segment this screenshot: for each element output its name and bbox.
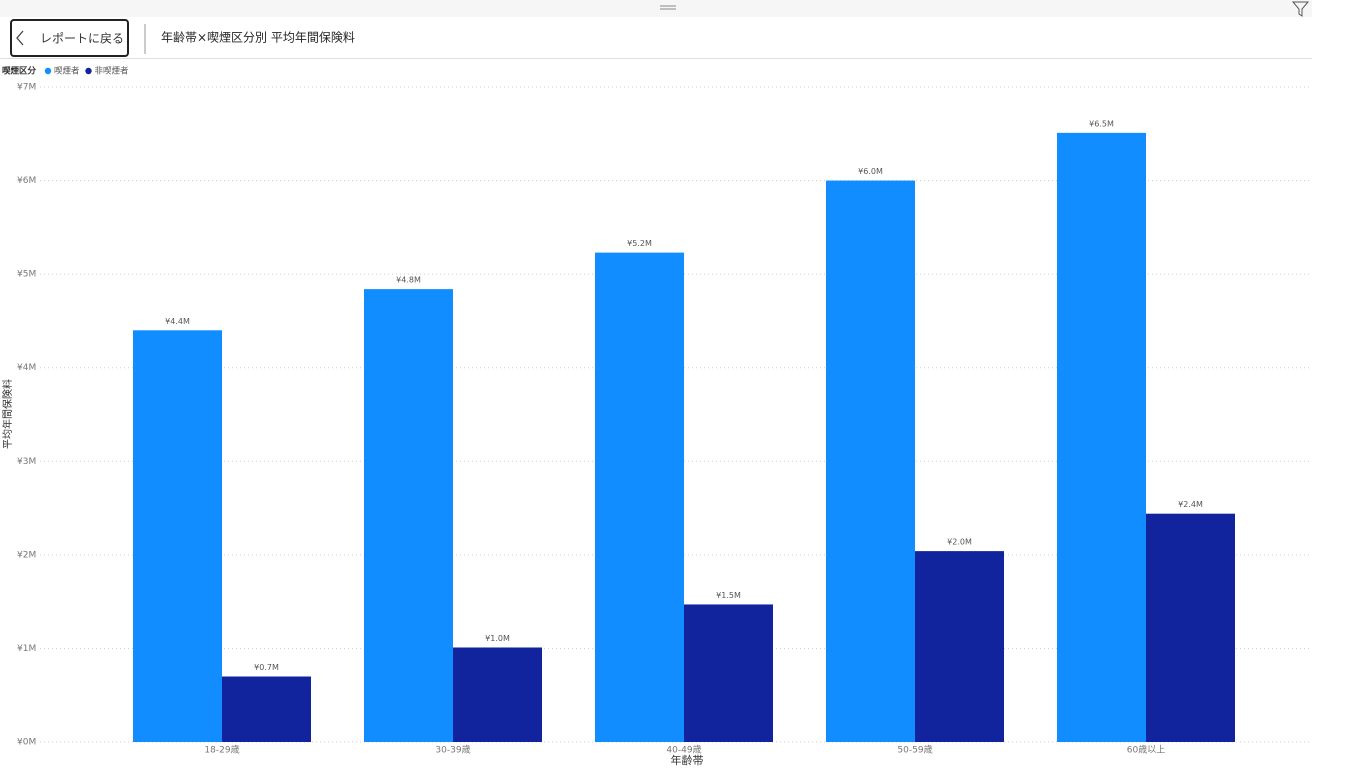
bar (222, 676, 311, 742)
bar (364, 289, 453, 742)
y-tick-label: ¥1M (17, 644, 36, 654)
y-axis-title: 平均年間保険料 (1, 379, 14, 449)
back-arrow[interactable] (16, 30, 24, 46)
x-tick-label: 40-49歳 (666, 744, 701, 756)
visual-title: 年齢帯×喫煙区分別 平均年間保険料 (161, 30, 355, 45)
data-label: ¥2.4M (1178, 500, 1203, 509)
y-tick-label: ¥0M (17, 738, 36, 748)
y-tick-label: ¥6M (17, 176, 36, 186)
x-axis-title: 年齢帯 (671, 753, 704, 767)
x-tick-label: 18-29歳 (204, 744, 239, 756)
x-tick-label: 60歳以上 (1127, 744, 1165, 756)
bar (1057, 132, 1146, 743)
data-label: ¥5.2M (627, 239, 652, 248)
data-label: ¥0.7M (254, 663, 279, 672)
y-tick-label: ¥3M (17, 457, 36, 467)
legend-marker (85, 67, 92, 75)
legend-label: 喫煙者 (54, 66, 80, 77)
bar (595, 252, 684, 742)
data-label: ¥6.5M (1089, 119, 1114, 128)
x-tick-label: 30-39歳 (435, 744, 470, 756)
y-tick-label: ¥7M (17, 83, 36, 93)
data-label: ¥4.8M (396, 276, 421, 285)
drag-handle[interactable] (660, 5, 676, 10)
data-label: ¥4.4M (165, 317, 190, 326)
y-tick-label: ¥4M (17, 363, 36, 373)
data-label: ¥1.0M (485, 634, 510, 643)
legend-label: 非喫煙者 (95, 66, 130, 77)
back-button[interactable]: レポートに戻る (10, 19, 129, 57)
bar (453, 647, 542, 742)
bar (826, 180, 915, 743)
back-button-frame[interactable] (10, 19, 129, 57)
y-tick-label: ¥2M (17, 550, 36, 560)
bar (915, 551, 1004, 742)
bar (684, 604, 773, 742)
data-label: ¥2.0M (947, 538, 972, 547)
filter-icon[interactable] (1291, 1, 1310, 17)
bar (133, 330, 222, 742)
bar (1146, 513, 1235, 742)
y-tick-label: ¥5M (17, 270, 36, 280)
data-label: ¥6.0M (858, 167, 883, 176)
legend-title: 喫煙区分 (2, 66, 37, 77)
legend-marker (44, 67, 52, 75)
back-label[interactable]: レポートに戻る (40, 32, 124, 46)
top-bar (0, 0, 1312, 17)
data-label: ¥1.5M (716, 591, 741, 600)
x-tick-label: 50-59歳 (897, 744, 932, 756)
